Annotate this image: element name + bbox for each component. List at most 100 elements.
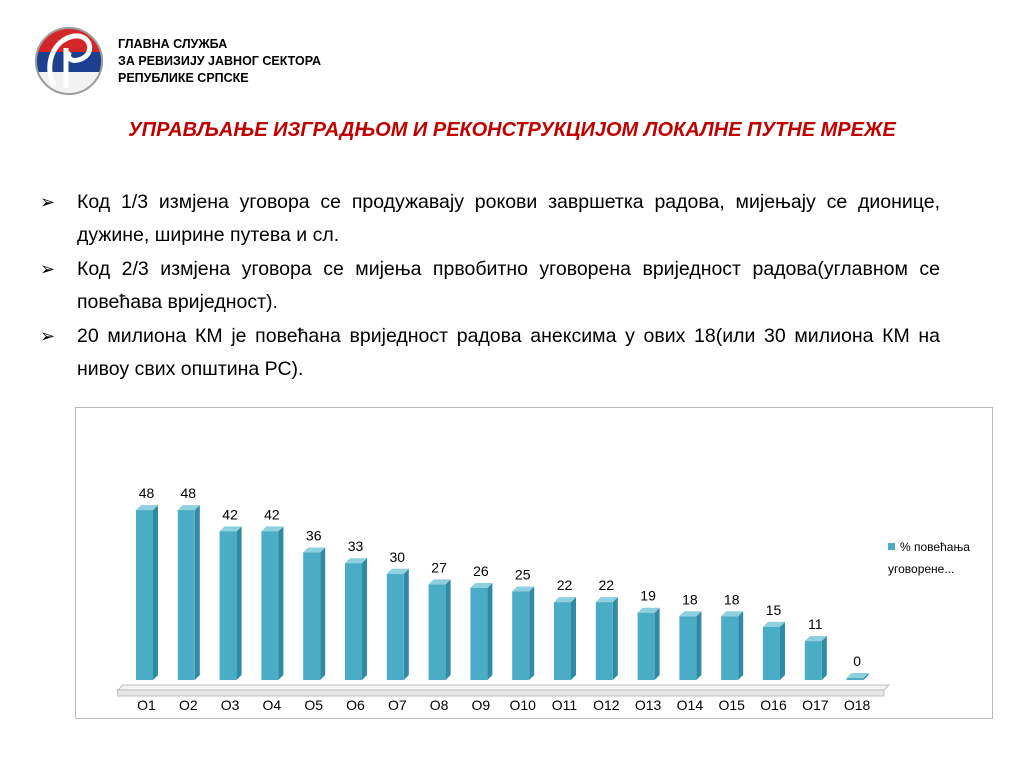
bar xyxy=(637,612,655,680)
bar xyxy=(804,641,822,680)
data-label: 18 xyxy=(724,591,740,607)
data-label: 27 xyxy=(431,559,447,575)
x-tick-label: O15 xyxy=(718,697,745,713)
bullet-item: ➢ Код 1/3 измјена уговора се продужавају… xyxy=(40,186,940,252)
organization-name: ГЛАВНА СЛУЖБА ЗА РЕВИЗИЈУ ЈАВНОГ СЕКТОРА… xyxy=(118,36,321,87)
arrow-bullet-icon: ➢ xyxy=(40,326,56,346)
bar-top xyxy=(637,607,660,613)
bar xyxy=(303,552,321,680)
bar-chart: 48 O1 48 O2 42 O3 42 O4 36 O5 33 O6 30 O7 27 O8 26 O9 25 O1… xyxy=(116,485,970,713)
bar xyxy=(177,510,195,680)
legend-swatch xyxy=(888,543,895,550)
bar xyxy=(261,531,279,680)
bar-side xyxy=(445,579,451,680)
data-label: 48 xyxy=(139,485,155,501)
bar-side xyxy=(236,526,242,680)
bar xyxy=(595,602,613,680)
arrow-bullet-icon: ➢ xyxy=(40,259,56,279)
data-label: 18 xyxy=(682,591,698,607)
bar-top xyxy=(261,526,284,532)
bar xyxy=(219,531,237,680)
x-tick-label: O3 xyxy=(221,697,240,713)
bar-top xyxy=(595,597,618,603)
bar-top xyxy=(554,597,576,603)
bar-side xyxy=(738,611,744,680)
bar-side xyxy=(153,505,158,680)
x-tick-label: O12 xyxy=(593,697,620,713)
bar-top xyxy=(512,586,535,592)
data-label: 19 xyxy=(640,588,656,604)
data-label: 25 xyxy=(515,567,531,583)
bar xyxy=(512,591,530,680)
bar xyxy=(721,616,739,680)
x-tick-label: O11 xyxy=(552,697,578,713)
bar-side xyxy=(194,505,200,680)
data-label: 33 xyxy=(348,538,364,554)
bar-side xyxy=(362,558,367,680)
data-label: 42 xyxy=(222,506,238,522)
x-tick-label: O2 xyxy=(179,697,198,713)
x-tick-label: O14 xyxy=(677,697,704,713)
data-label: 48 xyxy=(181,485,197,501)
bar-side xyxy=(529,586,535,680)
x-tick-label: O7 xyxy=(388,697,407,713)
org-line-2: ЗА РЕВИЗИЈУ ЈАВНОГ СЕКТОРА xyxy=(118,54,321,68)
bullet-text: 20 милиона КМ је повећана вриједност рад… xyxy=(77,325,940,380)
bar xyxy=(428,584,446,680)
bar-top xyxy=(177,505,200,511)
data-label: 22 xyxy=(599,577,615,593)
chart-floor-edge xyxy=(116,689,885,697)
bar-top xyxy=(763,621,785,627)
bar-top xyxy=(345,558,367,564)
bar-side xyxy=(320,547,326,680)
x-tick-label: O1 xyxy=(137,697,156,713)
audit-office-logo-icon xyxy=(35,27,103,95)
slide-title: УПРАВЉАЊЕ ИЗГРАДЊОМ И РЕКОНСТРУКЦИЈОМ ЛО… xyxy=(128,119,896,141)
bar xyxy=(763,626,780,680)
data-label: 42 xyxy=(264,506,280,522)
bar xyxy=(679,616,697,680)
arrow-bullet-icon: ➢ xyxy=(40,192,56,212)
x-tick-label: O16 xyxy=(760,697,787,713)
data-label: 22 xyxy=(557,577,573,593)
chart-area: 48 O1 48 O2 42 O3 42 O4 36 O5 33 O6 30 O7 27 O8 26 O9 25 O1… xyxy=(75,407,993,719)
bar-side xyxy=(278,526,284,680)
data-label: 30 xyxy=(390,549,406,565)
legend-label: % повећања xyxy=(900,540,970,554)
data-label: 36 xyxy=(306,528,322,544)
bar xyxy=(554,602,571,680)
bar-top xyxy=(679,611,702,617)
data-label: 15 xyxy=(766,602,782,618)
x-tick-label: O9 xyxy=(472,697,491,713)
bar-side xyxy=(571,597,576,680)
bullet-item: ➢ Код 2/3 измјена уговора се мијења прво… xyxy=(40,253,940,319)
bullet-text: Код 1/3 измјена уговора се продужавају р… xyxy=(77,191,940,246)
x-tick-label: O4 xyxy=(263,697,282,713)
bar-top xyxy=(386,568,409,574)
bar-side xyxy=(654,607,660,680)
bar xyxy=(136,510,153,680)
data-label: 0 xyxy=(853,653,861,669)
x-tick-label: O5 xyxy=(304,697,323,713)
bar-top xyxy=(470,582,493,588)
bar xyxy=(846,678,864,680)
bar-top xyxy=(804,636,827,642)
bullet-item: ➢ 20 милиона КМ је повећана вриједност р… xyxy=(40,320,940,386)
x-tick-label: O13 xyxy=(635,697,662,713)
bar-top xyxy=(136,505,158,511)
legend-label: уговорене... xyxy=(888,562,954,576)
x-tick-label: O10 xyxy=(509,697,536,713)
x-tick-label: O18 xyxy=(844,697,871,713)
bullet-list: ➢ Код 1/3 измјена уговора се продужавају… xyxy=(40,186,940,387)
data-label: 26 xyxy=(473,563,489,579)
org-line-1: ГЛАВНА СЛУЖБА xyxy=(118,37,228,51)
bar-top xyxy=(303,547,326,553)
data-label: 11 xyxy=(808,616,823,632)
bar-side xyxy=(821,636,827,680)
x-tick-label: O6 xyxy=(346,697,365,713)
bar-side xyxy=(780,621,785,680)
bar xyxy=(386,573,404,680)
bar-side xyxy=(612,597,618,680)
x-tick-label: O17 xyxy=(802,697,829,713)
org-line-3: РЕПУБЛИКЕ СРПСКЕ xyxy=(118,71,249,85)
